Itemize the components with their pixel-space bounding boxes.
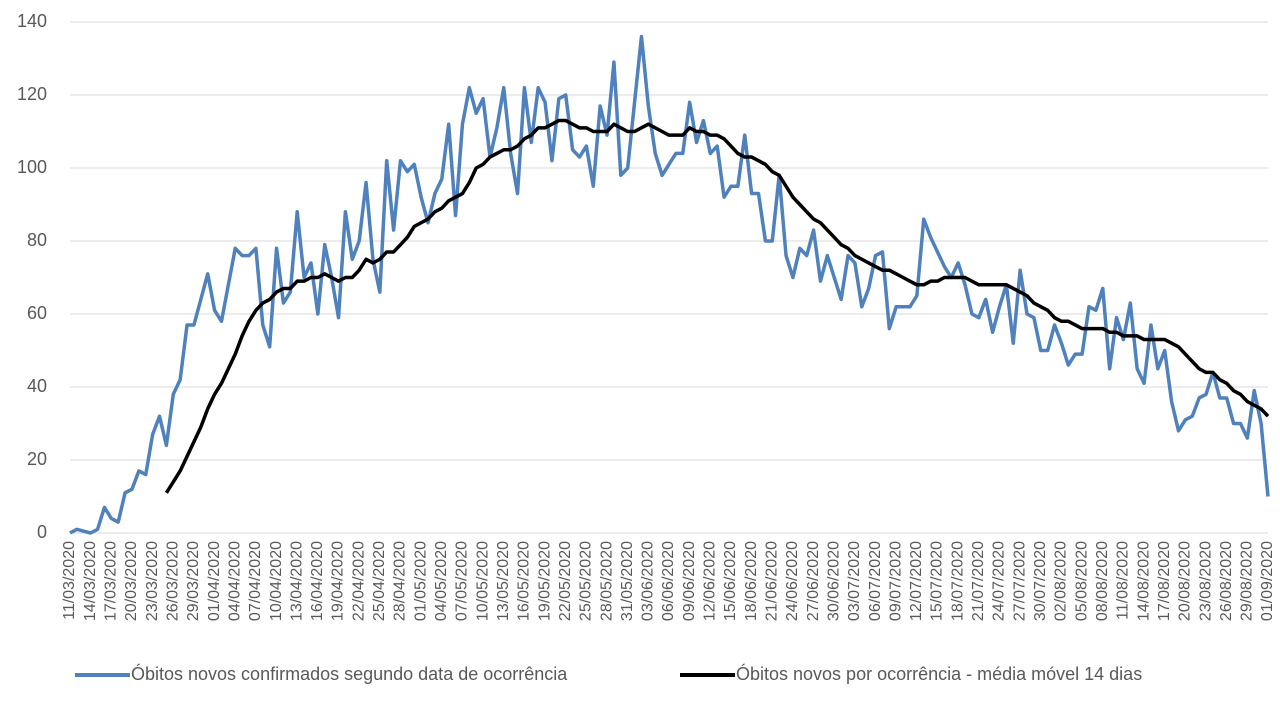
y-tick-label: 140 xyxy=(17,11,47,31)
x-tick-label: 15/06/2020 xyxy=(722,541,739,621)
legend-label: Óbitos novos confirmados segundo data de… xyxy=(131,663,568,684)
series-line xyxy=(69,34,1270,535)
x-tick-label: 03/07/2020 xyxy=(846,541,863,621)
x-tick-label: 25/05/2020 xyxy=(578,541,595,621)
x-tick-label: 16/04/2020 xyxy=(309,541,326,621)
x-tick-label: 18/07/2020 xyxy=(949,541,966,621)
x-tick-label: 26/08/2020 xyxy=(1218,541,1235,621)
x-tick-label: 19/04/2020 xyxy=(330,541,347,621)
x-tick-label: 10/04/2020 xyxy=(268,541,285,621)
x-tick-label: 03/06/2020 xyxy=(640,541,657,621)
x-tick-label: 06/06/2020 xyxy=(660,541,677,621)
x-tick-label: 20/03/2020 xyxy=(123,541,140,621)
x-tick-label: 05/08/2020 xyxy=(1073,541,1090,621)
x-tick-label: 16/05/2020 xyxy=(516,541,533,621)
x-tick-label: 01/09/2020 xyxy=(1259,541,1276,621)
x-tick-label: 23/03/2020 xyxy=(144,541,161,621)
y-tick-label: 120 xyxy=(17,84,47,104)
x-tick-label: 28/05/2020 xyxy=(598,541,615,621)
x-tick-label: 09/06/2020 xyxy=(681,541,698,621)
x-tick-label: 11/08/2020 xyxy=(1115,541,1132,620)
x-tick-label: 06/07/2020 xyxy=(867,541,884,621)
y-tick-label: 40 xyxy=(27,376,47,396)
x-tick-label: 26/03/2020 xyxy=(164,541,181,621)
x-tick-label: 02/08/2020 xyxy=(1053,541,1070,621)
x-tick-label: 11/03/2020 xyxy=(61,541,78,620)
x-tick-label: 31/05/2020 xyxy=(619,541,636,621)
x-tick-label: 07/04/2020 xyxy=(247,541,264,621)
series-line xyxy=(164,118,1270,494)
x-tick-label: 15/07/2020 xyxy=(929,541,946,621)
x-tick-label: 13/04/2020 xyxy=(288,541,305,621)
x-tick-label: 21/07/2020 xyxy=(970,541,987,621)
y-tick-label: 20 xyxy=(27,449,47,469)
x-tick-label: 27/06/2020 xyxy=(805,541,822,621)
y-tick-label: 60 xyxy=(27,303,47,323)
x-tick-label: 01/05/2020 xyxy=(412,541,429,621)
x-tick-label: 04/04/2020 xyxy=(226,541,243,621)
x-tick-label: 18/06/2020 xyxy=(743,541,760,621)
x-tick-label: 04/05/2020 xyxy=(433,541,450,621)
x-tick-label: 09/07/2020 xyxy=(887,541,904,621)
x-tick-label: 17/08/2020 xyxy=(1156,541,1173,621)
x-tick-label: 08/08/2020 xyxy=(1094,541,1111,621)
x-tick-label: 27/07/2020 xyxy=(1011,541,1028,621)
legend-label: Óbitos novos por ocorrência - média móve… xyxy=(736,663,1142,684)
x-tick-label: 14/08/2020 xyxy=(1135,541,1152,621)
x-tick-label: 21/06/2020 xyxy=(763,541,780,621)
x-tick-label: 25/04/2020 xyxy=(371,541,388,621)
x-tick-label: 24/07/2020 xyxy=(991,541,1008,621)
x-tick-label: 13/05/2020 xyxy=(495,541,512,621)
x-tick-label: 28/04/2020 xyxy=(392,541,409,621)
y-tick-label: 0 xyxy=(37,522,47,542)
x-tick-label: 14/03/2020 xyxy=(82,541,99,621)
x-tick-label: 12/06/2020 xyxy=(702,541,719,621)
x-tick-label: 17/03/2020 xyxy=(103,541,120,621)
x-tick-label: 30/07/2020 xyxy=(1032,541,1049,621)
x-tick-label: 01/04/2020 xyxy=(206,541,223,621)
x-tick-label: 24/06/2020 xyxy=(784,541,801,621)
x-tick-label: 20/08/2020 xyxy=(1177,541,1194,621)
x-tick-label: 23/08/2020 xyxy=(1197,541,1214,621)
x-tick-label: 19/05/2020 xyxy=(536,541,553,621)
x-tick-label: 30/06/2020 xyxy=(825,541,842,621)
x-tick-label: 07/05/2020 xyxy=(454,541,471,621)
x-tick-label: 29/08/2020 xyxy=(1239,541,1256,621)
y-tick-label: 100 xyxy=(17,157,47,177)
x-tick-label: 10/05/2020 xyxy=(474,541,491,621)
x-tick-label: 12/07/2020 xyxy=(908,541,925,621)
y-tick-label: 80 xyxy=(27,230,47,250)
x-tick-label: 22/04/2020 xyxy=(350,541,367,621)
x-tick-label: 29/03/2020 xyxy=(185,541,202,621)
x-tick-label: 22/05/2020 xyxy=(557,541,574,621)
